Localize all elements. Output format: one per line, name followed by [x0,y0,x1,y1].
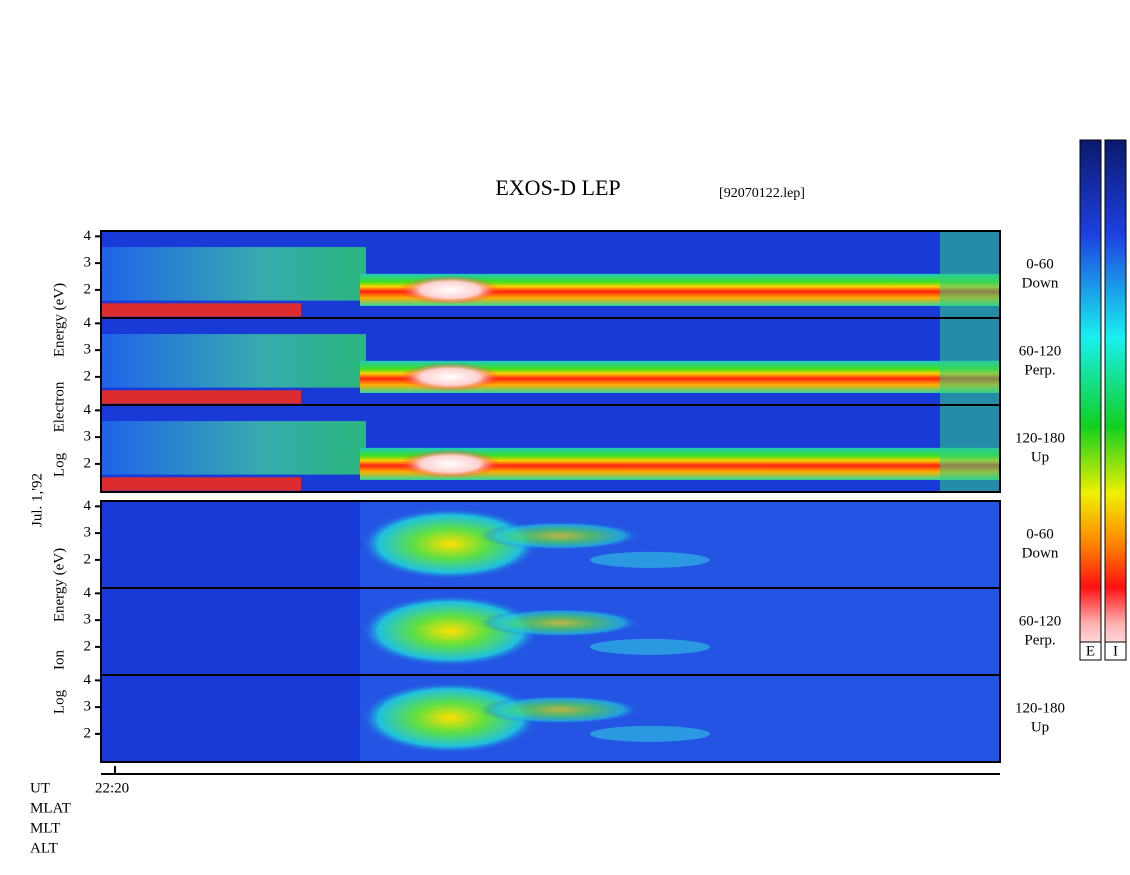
spectrogram [101,405,1000,492]
panel-label: Down [1022,545,1059,561]
y-axis-label: Electron [51,381,67,432]
y-axis-label: Log [51,689,67,714]
footer-label: ALT [30,840,58,856]
blob [360,681,540,754]
haze [101,421,366,475]
y-tick-label: 4 [84,228,92,244]
y-tick-label: 2 [84,551,92,567]
date-label: Jul. 1,'92 [29,473,45,527]
colorbar [1104,139,1127,661]
footer-label: UT [30,780,50,796]
tail [480,608,640,637]
haze [101,247,366,301]
y-tick-label: 2 [84,281,92,297]
peak [400,362,500,391]
y-axis-label: Energy (eV) [51,548,67,622]
spectrogram [101,588,1000,675]
panel-label: Perp. [1024,632,1055,648]
streak [590,638,710,655]
panel-label: 0-60 [1026,256,1054,272]
tail [480,695,640,724]
panel-label: Up [1031,449,1049,465]
peak [400,449,500,478]
y-tick-label: 2 [84,455,92,471]
y-tick-label: 4 [84,402,92,418]
tail [480,521,640,550]
panel-label: 0-60 [1026,526,1054,542]
y-tick-label: 2 [84,725,92,741]
colorbar-label-box [1079,641,1102,661]
panel-label: Down [1022,275,1059,291]
y-tick-label: 3 [84,699,92,715]
blob [360,507,540,580]
y-tick-label: 4 [84,672,92,688]
panel-frame [100,404,1001,493]
y-tick-label: 3 [84,255,92,271]
file-label: [92070122.lep] [719,186,805,201]
peak [400,275,500,304]
edge-haze [940,405,1000,492]
panel-label: 120-180 [1015,430,1065,446]
y-tick-label: 3 [84,525,92,541]
spectrogram [101,318,1000,405]
spectrogram [101,501,1000,588]
colorbar-label: I [1113,643,1118,659]
edge-haze [940,318,1000,405]
y-tick-label: 4 [84,315,92,331]
panel-label: Up [1031,719,1049,735]
y-tick-label: 3 [84,342,92,358]
colorbar [1079,139,1102,661]
footer-label: MLT [30,820,60,836]
y-tick-label: 4 [84,585,92,601]
title: EXOS-D LEP [495,175,620,200]
colorbar-label: E [1086,643,1095,659]
y-tick-label: 3 [84,612,92,628]
y-axis-label: Ion [51,650,67,670]
haze [101,334,366,388]
spectrogram [101,231,1000,318]
panel-label: 120-180 [1015,700,1065,716]
footer-label: MLAT [30,800,71,816]
panel-frame [100,674,1001,763]
streak [590,725,710,742]
low-band [101,477,301,491]
colorbar-label-box [1104,641,1127,661]
plots: 2 3 4 0-60 Down 2 3 4 60-120 Perp. 2 3 4 120-180 Up 2 3 4… [30,139,1127,856]
y-tick-label: 3 [84,429,92,445]
streak [590,551,710,568]
panel-label: 60-120 [1019,343,1062,359]
y-tick-label: 2 [84,368,92,384]
low-band [101,390,301,404]
edge-haze [940,231,1000,318]
time-tick-label: 22:20 [95,780,129,796]
low-band [101,303,301,317]
spectrogram [101,675,1000,762]
y-tick-label: 4 [84,498,92,514]
y-tick-label: 2 [84,638,92,654]
blob [360,594,540,667]
panel-label: 60-120 [1019,613,1062,629]
panel-label: Perp. [1024,362,1055,378]
y-axis-label: Log [51,452,67,477]
y-axis-label: Energy (eV) [51,283,67,357]
